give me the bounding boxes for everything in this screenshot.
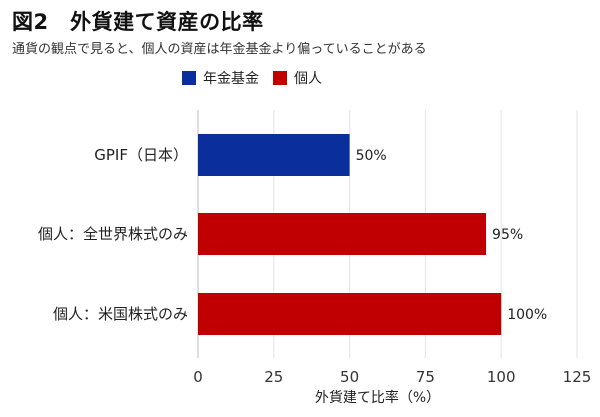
legend-swatch-pension xyxy=(182,71,196,85)
x-tick-label-25: 25 xyxy=(264,368,283,386)
legend-item-pension: 年金基金 xyxy=(182,68,259,88)
x-axis-title: 外貨建て比率（%） xyxy=(315,389,440,406)
category-label-2: 個人：米国株式のみ xyxy=(53,305,188,323)
category-label-1: 個人：全世界株式のみ xyxy=(38,225,188,243)
bar-2 xyxy=(198,293,502,335)
x-tick-label-75: 75 xyxy=(416,368,435,386)
data-label-0: 50% xyxy=(356,148,387,164)
data-label-2: 100% xyxy=(507,307,547,323)
x-tick-label-125: 125 xyxy=(563,368,592,386)
data-label-1: 95% xyxy=(492,227,523,243)
legend-swatch-individual xyxy=(273,71,287,85)
legend-item-individual: 個人 xyxy=(273,68,322,88)
chart-title: 図2 外貨建て資産の比率 xyxy=(12,10,264,34)
category-label-0: GPIF（日本） xyxy=(94,146,188,164)
legend-label-pension: 年金基金 xyxy=(203,71,259,87)
bar-0 xyxy=(198,134,350,176)
legend-label-individual: 個人 xyxy=(294,71,322,87)
x-tick-label-100: 100 xyxy=(487,368,516,386)
chart-subtitle: 通貨の観点で見ると、個人の資産は年金基金より偏っていることがある xyxy=(12,42,427,57)
x-tick-label-50: 50 xyxy=(340,368,359,386)
chart-legend: 年金基金 個人 xyxy=(182,68,336,88)
x-tick-label-0: 0 xyxy=(193,368,203,386)
bar-1 xyxy=(198,213,487,255)
